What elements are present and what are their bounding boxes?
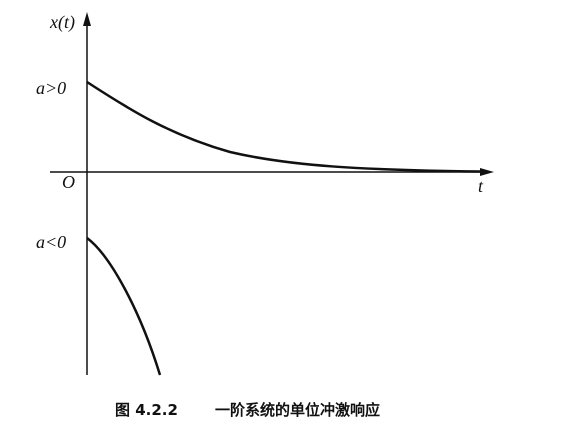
negative-curve [86, 236, 162, 376]
origin-label: O [62, 172, 75, 192]
decay-curve [86, 80, 481, 173]
caption-number: 图 4.2.2 [115, 401, 178, 419]
x-axis-arrow [480, 168, 494, 176]
y-axis-label: x(t) [49, 12, 75, 33]
negative-label: a<0 [36, 232, 66, 252]
caption-text: 一阶系统的单位冲激响应 [215, 401, 380, 419]
y-axis-arrow [83, 12, 91, 26]
x-axis-label: t [478, 176, 484, 196]
positive-label: a>0 [36, 78, 66, 98]
